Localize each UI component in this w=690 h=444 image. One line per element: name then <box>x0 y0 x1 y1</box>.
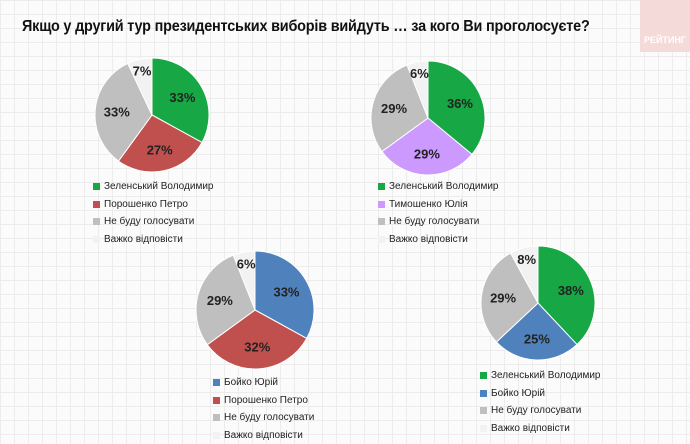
legend-label: Зеленський Володимир <box>104 181 213 192</box>
legend-swatch <box>480 425 487 432</box>
legend-swatch <box>93 218 100 225</box>
legend-swatch <box>93 201 100 208</box>
legend-swatch <box>93 183 100 190</box>
data-label: 8% <box>517 252 536 267</box>
data-label: 6% <box>237 257 256 272</box>
legend-swatch <box>213 397 220 404</box>
legend-item: Бойко Юрій <box>480 385 600 403</box>
legend-label: Важко відповісти <box>224 430 303 441</box>
legend-item: Не буду голосувати <box>93 213 213 231</box>
legend-swatch <box>480 390 487 397</box>
legend-label: Бойко Юрій <box>224 377 278 388</box>
legend-label: Не буду голосувати <box>224 412 314 423</box>
legend-label: Важко відповісти <box>491 423 570 434</box>
legend-item: Зеленський Володимир <box>480 367 600 385</box>
data-label: 33% <box>104 105 130 120</box>
legend: Зеленський Володимир Тимошенко Юлія Не буд… <box>378 178 498 248</box>
legend-label: Не буду голосувати <box>491 405 581 416</box>
data-label: 38% <box>558 283 584 298</box>
data-label: 29% <box>414 146 440 161</box>
legend-label: Зеленський Володимир <box>389 181 498 192</box>
data-label: 6% <box>410 66 429 81</box>
legend-item: Бойко Юрій <box>213 374 314 392</box>
data-label: 29% <box>207 293 233 308</box>
legend-item: Важко відповісти <box>213 427 314 444</box>
legend-swatch <box>213 379 220 386</box>
data-label: 32% <box>244 340 270 355</box>
legend-label: Порошенко Петро <box>224 395 308 406</box>
legend-swatch <box>378 183 385 190</box>
data-label: 33% <box>273 284 299 299</box>
legend-label: Тимошенко Юлія <box>389 199 468 210</box>
legend-item: Порошенко Петро <box>213 392 314 410</box>
legend-label: Не буду голосувати <box>104 216 194 227</box>
legend-item: Не буду голосувати <box>213 409 314 427</box>
legend-swatch <box>480 407 487 414</box>
legend-item: Важко відповісти <box>93 231 213 249</box>
legend-label: Бойко Юрій <box>491 388 545 399</box>
legend: Зеленський Володимир Порошенко Петро Не бу… <box>93 178 213 248</box>
legend-swatch <box>480 372 487 379</box>
legend-label: Зеленський Володимир <box>491 370 600 381</box>
legend-label: Порошенко Петро <box>104 199 188 210</box>
legend-item: Важко відповісти <box>480 420 600 438</box>
data-label: 25% <box>524 331 550 346</box>
legend-swatch <box>213 414 220 421</box>
legend-swatch <box>93 236 100 243</box>
data-label: 7% <box>133 63 152 78</box>
legend-label: Важко відповісти <box>104 234 183 245</box>
legend: Бойко Юрій Порошенко Петро Не буду голосув… <box>213 374 314 444</box>
data-label: 27% <box>147 142 173 157</box>
legend: Зеленський Володимир Бойко Юрій Не буду го… <box>480 367 600 437</box>
legend-swatch <box>378 236 385 243</box>
legend-item: Не буду голосувати <box>480 402 600 420</box>
data-label: 29% <box>490 290 516 305</box>
legend-item: Зеленський Володимир <box>93 178 213 196</box>
legend-item: Тимошенко Юлія <box>378 196 498 214</box>
legend-item: Важко відповісти <box>378 231 498 249</box>
data-label: 29% <box>381 101 407 116</box>
data-label: 33% <box>169 90 195 105</box>
legend-item: Порошенко Петро <box>93 196 213 214</box>
data-label: 36% <box>447 96 473 111</box>
legend-label: Не буду голосувати <box>389 216 479 227</box>
legend-item: Зеленський Володимир <box>378 178 498 196</box>
legend-swatch <box>378 201 385 208</box>
legend-swatch <box>378 218 385 225</box>
legend-label: Важко відповісти <box>389 234 468 245</box>
legend-item: Не буду голосувати <box>378 213 498 231</box>
legend-swatch <box>213 432 220 439</box>
